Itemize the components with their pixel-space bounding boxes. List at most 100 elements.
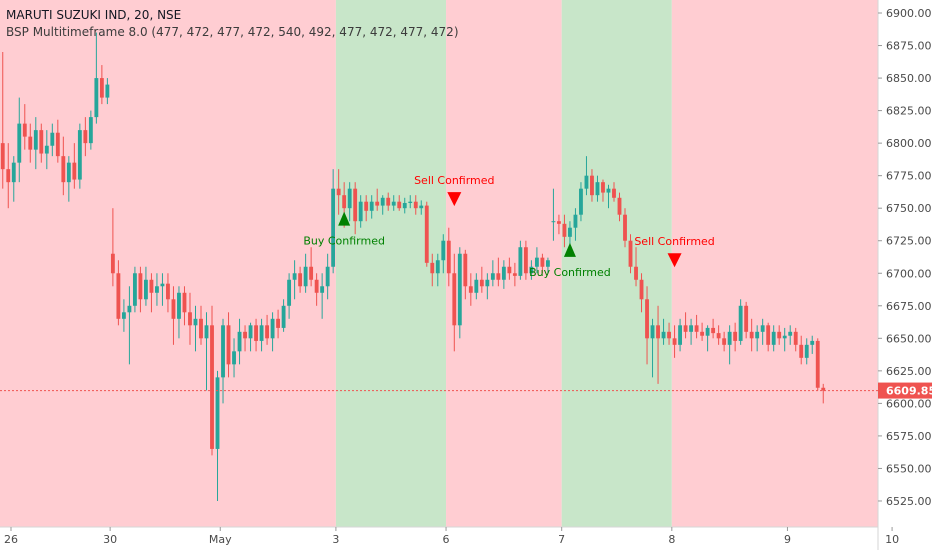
- candle: [551, 188, 556, 241]
- candle: [221, 318, 225, 404]
- x-tick-label: 3: [332, 533, 339, 546]
- candle: [276, 309, 281, 339]
- candle: [110, 208, 115, 287]
- axes: 6525.00 6550.00 6575.00 6600.00 6625.00 6650.…: [4, 7, 932, 546]
- candle: [353, 182, 358, 235]
- y-tick-label: 6550.00: [886, 462, 932, 475]
- candle: [204, 312, 209, 391]
- candle: [689, 318, 694, 345]
- candle: [210, 305, 214, 456]
- candle: [254, 318, 258, 352]
- candle-body: [380, 197, 385, 206]
- candle-body: [474, 279, 479, 293]
- candle: [265, 314, 270, 345]
- candle-body: [204, 325, 209, 339]
- candle: [512, 262, 517, 287]
- bear-zone: [0, 0, 336, 527]
- candle-body: [303, 266, 308, 287]
- candle: [529, 260, 534, 280]
- candle-body: [72, 162, 77, 180]
- candle-body: [270, 318, 275, 339]
- candle-body: [276, 318, 281, 328]
- candle-body: [342, 195, 347, 209]
- candle-body: [815, 340, 820, 388]
- candle-body: [573, 214, 578, 228]
- candle-body: [562, 223, 567, 237]
- candle-body: [634, 266, 638, 280]
- candle-body: [534, 257, 539, 267]
- candle-body: [402, 202, 407, 209]
- candle-body: [661, 331, 666, 339]
- candle: [303, 253, 308, 293]
- candle: [259, 318, 264, 352]
- candle: [199, 305, 203, 345]
- candle-body: [601, 182, 605, 193]
- candle: [83, 117, 88, 157]
- candle: [215, 370, 220, 501]
- candle: [672, 325, 677, 358]
- candle-body: [700, 331, 705, 336]
- candle: [782, 327, 787, 352]
- candle: [623, 208, 627, 248]
- candle-body: [485, 279, 490, 287]
- candle-body: [265, 325, 270, 339]
- candle: [738, 299, 743, 345]
- candle: [523, 240, 528, 280]
- candle: [132, 266, 137, 313]
- sell-arrow-icon: [447, 192, 462, 207]
- x-tick-label: 9: [784, 533, 791, 546]
- candle: [463, 249, 468, 300]
- candle: [700, 322, 705, 341]
- y-tick-label: 6800.00: [886, 137, 932, 150]
- candlesticks: [0, 32, 878, 501]
- y-tick-label: 6625.00: [886, 365, 932, 378]
- candle-body: [33, 130, 38, 150]
- candle-body: [77, 130, 82, 180]
- candle-body: [44, 145, 49, 154]
- candle: [716, 325, 721, 345]
- candle: [243, 325, 247, 352]
- candle: [545, 257, 550, 274]
- candle: [77, 123, 82, 189]
- candle: [0, 52, 5, 189]
- candle: [777, 325, 782, 345]
- candle: [193, 305, 198, 352]
- candle: [474, 273, 479, 300]
- candle: [281, 299, 286, 332]
- candle-body: [744, 305, 749, 332]
- candle-body: [28, 136, 33, 150]
- candle-body: [501, 266, 506, 280]
- candle-body: [639, 279, 644, 300]
- candle-body: [155, 286, 159, 293]
- candle-body: [612, 188, 616, 198]
- candle-body: [182, 292, 187, 313]
- candle: [331, 169, 336, 274]
- candle: [149, 273, 154, 313]
- candle-body: [689, 325, 694, 332]
- candle: [314, 273, 319, 306]
- candle-body: [435, 260, 440, 274]
- candle-body: [121, 312, 126, 319]
- candle: [793, 327, 798, 352]
- candle: [804, 338, 809, 365]
- candle: [287, 273, 292, 319]
- candle-body: [452, 273, 457, 326]
- candle-body: [512, 273, 517, 276]
- candle-body: [397, 201, 402, 209]
- bull-zone: [561, 0, 672, 527]
- candle: [160, 273, 165, 306]
- candle-body: [369, 201, 374, 211]
- candle-body: [496, 273, 501, 280]
- candle-body: [50, 132, 55, 146]
- signal-zones: [0, 0, 898, 527]
- candle-body: [590, 175, 594, 196]
- candle: [88, 110, 93, 150]
- candle: [17, 97, 22, 183]
- candle-body: [788, 331, 793, 336]
- x-tick-label: 30: [103, 533, 117, 546]
- candle-body: [110, 253, 115, 274]
- candle: [573, 208, 578, 241]
- candle-body: [628, 240, 633, 267]
- candle-body: [353, 188, 358, 222]
